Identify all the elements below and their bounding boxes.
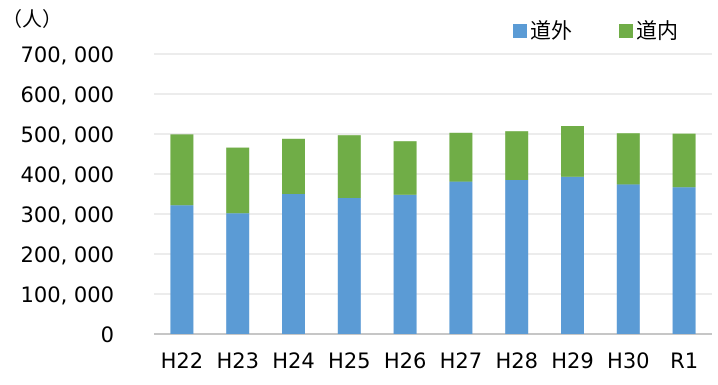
x-tick-label: H25	[328, 349, 371, 373]
bar-outside-hokkaido	[672, 187, 696, 334]
bar-outside-hokkaido	[505, 180, 529, 334]
bar-inside-hokkaido	[170, 134, 194, 206]
bar-outside-hokkaido	[282, 194, 305, 334]
y-axis-tick-labels: 0 100, 000 200, 000 300, 000 400, 000 500, 00…	[20, 43, 114, 347]
bar-inside-hokkaido	[226, 147, 250, 214]
y-tick-label: 500, 000	[20, 123, 114, 147]
x-tick-label: H26	[384, 349, 427, 373]
x-tick-label: H23	[216, 349, 259, 373]
bar-outside-hokkaido	[393, 194, 417, 334]
x-tick-label: H22	[161, 349, 204, 373]
legend-label-inside: 道内	[636, 19, 678, 43]
bar-inside-hokkaido	[282, 138, 305, 194]
x-tick-label: H27	[440, 349, 483, 373]
bar-outside-hokkaido	[226, 213, 250, 334]
y-tick-label: 100, 000	[20, 283, 114, 307]
y-tick-label: 600, 000	[20, 83, 114, 107]
bar-outside-hokkaido	[561, 176, 584, 334]
x-tick-label: H30	[607, 349, 650, 373]
y-tick-label: 200, 000	[20, 243, 114, 267]
y-tick-label: 300, 000	[20, 203, 114, 227]
bars	[170, 126, 696, 334]
legend-label-outside: 道外	[530, 19, 572, 43]
y-axis-unit-label: （人）	[2, 7, 62, 31]
bar-inside-hokkaido	[393, 141, 417, 195]
y-tick-label: 700, 000	[20, 43, 114, 67]
bar-inside-hokkaido	[672, 133, 696, 188]
x-tick-label: H28	[495, 349, 538, 373]
legend: 道外 道内	[513, 19, 678, 43]
y-tick-label: 400, 000	[20, 163, 114, 187]
x-tick-label: H29	[551, 349, 594, 373]
bar-inside-hokkaido	[616, 133, 640, 185]
legend-swatch-outside	[513, 24, 527, 38]
bar-outside-hokkaido	[616, 184, 640, 334]
legend-swatch-inside	[619, 24, 633, 38]
bar-inside-hokkaido	[561, 126, 584, 177]
bar-outside-hokkaido	[449, 181, 473, 334]
bar-inside-hokkaido	[337, 135, 361, 198]
x-axis-tick-labels: H22 H23 H24 H25 H26 H27 H28 H29 H30 R1	[161, 349, 698, 373]
bar-inside-hokkaido	[449, 132, 473, 182]
bar-outside-hokkaido	[170, 205, 194, 334]
y-tick-label: 0	[101, 323, 114, 347]
x-tick-label: R1	[670, 349, 698, 373]
bar-inside-hokkaido	[505, 131, 529, 180]
x-tick-label: H24	[272, 349, 315, 373]
bar-outside-hokkaido	[337, 198, 361, 334]
